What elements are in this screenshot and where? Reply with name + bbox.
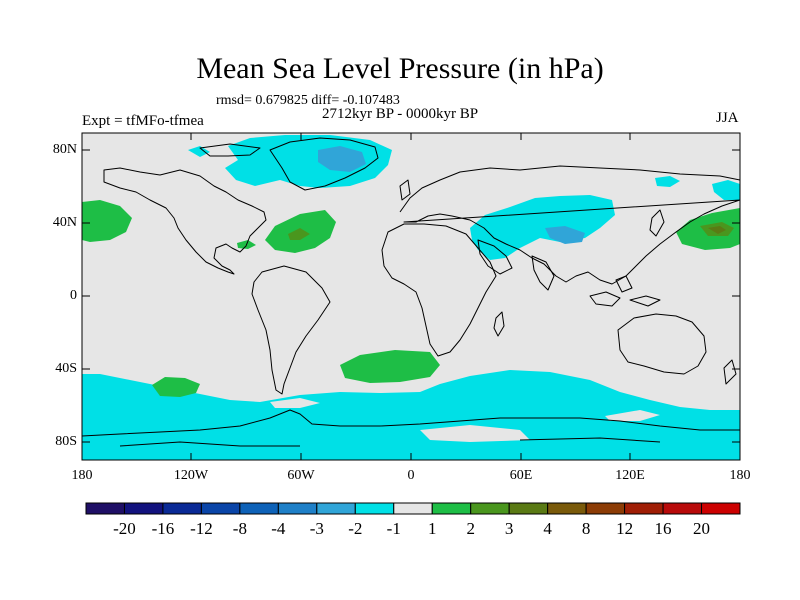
colorbar-swatch <box>277 502 318 515</box>
colorbar-label: -3 <box>309 519 324 538</box>
coastline-eurasia <box>399 165 740 285</box>
coastline-japan <box>649 209 665 237</box>
x-tick-label: 0 <box>407 468 415 483</box>
colorbar-label: 1 <box>427 519 437 538</box>
y-tick-label: 0 <box>70 288 77 303</box>
colorbar-swatch <box>701 502 741 515</box>
coastline-madagascar <box>493 311 505 337</box>
colorbar-label: 20 <box>693 519 711 538</box>
anomaly-gap-south-3 <box>420 425 530 442</box>
anomaly-region-southern-ocean <box>82 370 740 460</box>
season-label: JJA <box>716 110 739 126</box>
coastline-arctic-islands <box>199 143 261 157</box>
x-tick-label: 60E <box>509 468 533 483</box>
coastline-antarctica <box>82 409 740 437</box>
y-tick-label: 80N <box>52 142 77 157</box>
coastline-british-isles <box>399 179 411 201</box>
coastline-north-america <box>103 167 267 275</box>
colorbar-label: 4 <box>543 519 552 538</box>
time-period: 2712kyr BP - 0000kyr BP <box>322 106 479 122</box>
axis-ticks <box>82 133 740 460</box>
colorbar-label: -8 <box>232 519 247 538</box>
coastline-india <box>531 255 555 291</box>
anomaly-region-south-pacific <box>152 377 200 397</box>
anomaly-region-greenland-core <box>318 146 366 172</box>
colorbar-label: 12 <box>616 519 634 538</box>
coastline-new-zealand <box>723 359 737 385</box>
colorbar-label: 2 <box>466 519 475 538</box>
colorbar-swatch <box>162 502 202 515</box>
x-tick-label: 120W <box>173 468 209 483</box>
colorbar-label: -4 <box>271 519 286 538</box>
coastline-se-asia-islands <box>589 275 661 307</box>
anomaly-region-asia-core <box>545 226 585 244</box>
chart-title: Mean Sea Level Pressure (in hPa) <box>196 52 604 85</box>
anomaly-gap-south-1 <box>270 398 320 408</box>
colorbar-label: -2 <box>348 519 363 538</box>
x-tick-label: 180 <box>71 468 93 483</box>
colorbar-label: 16 <box>654 519 672 538</box>
x-tick-label: 180 <box>729 468 751 483</box>
colorbar-swatch <box>547 502 587 515</box>
colorbar-swatch <box>585 502 626 515</box>
anomaly-region-ne-asia <box>655 176 680 187</box>
anomaly-region-greenland <box>225 135 392 188</box>
experiment-label: Expt = tfMFo-tfmea <box>82 113 204 129</box>
y-tick-label: 40S <box>55 361 77 376</box>
colorbar-swatch <box>200 502 241 515</box>
coastline-australia <box>617 313 707 375</box>
colorbar-swatch <box>85 502 125 515</box>
colorbar-swatch <box>354 502 395 515</box>
anomaly-region-nw-pacific <box>712 180 740 200</box>
colorbar-label: -16 <box>151 519 175 538</box>
colorbar-swatch <box>123 502 164 515</box>
colorbar-swatch <box>508 502 549 515</box>
colorbar-label: -1 <box>386 519 401 538</box>
rmsd-diff-stats: rmsd= 0.679825 diff= -0.107483 <box>216 93 400 108</box>
coastline-africa <box>381 223 497 357</box>
colorbar-label: 8 <box>581 519 591 538</box>
colorbar-swatch <box>470 502 510 515</box>
colorbar-swatch <box>239 502 279 515</box>
colorbar-swatch <box>431 502 472 515</box>
anomaly-region-pacific-west-edge <box>82 200 132 242</box>
coastline-greenland <box>269 137 379 191</box>
coastline-arabia <box>477 239 513 275</box>
y-tick-label: 40N <box>52 215 77 230</box>
colorbar-swatch <box>624 502 664 515</box>
anomaly-region-labrador <box>188 146 210 157</box>
colorbar-label: -20 <box>113 519 136 538</box>
colorbar-swatch <box>662 502 703 515</box>
x-tick-label: 60W <box>287 468 315 483</box>
colorbar-label: 3 <box>504 519 514 538</box>
colorbar-swatch <box>316 502 356 515</box>
coastline-south-america <box>251 265 331 395</box>
colorbar <box>85 502 741 515</box>
anomaly-region-south-atlantic <box>340 350 440 383</box>
coastline-antarctic-shelf <box>119 437 661 447</box>
anomaly-region-pacific-east-core2 <box>708 226 726 234</box>
y-tick-label: 80S <box>55 434 77 449</box>
x-tick-label: 120E <box>615 468 645 483</box>
colorbar-label: -12 <box>190 519 213 538</box>
anomaly-region-north-atlantic-core <box>288 228 310 240</box>
colorbar-swatch <box>393 502 433 515</box>
anomaly-gap-south-2 <box>605 410 660 421</box>
